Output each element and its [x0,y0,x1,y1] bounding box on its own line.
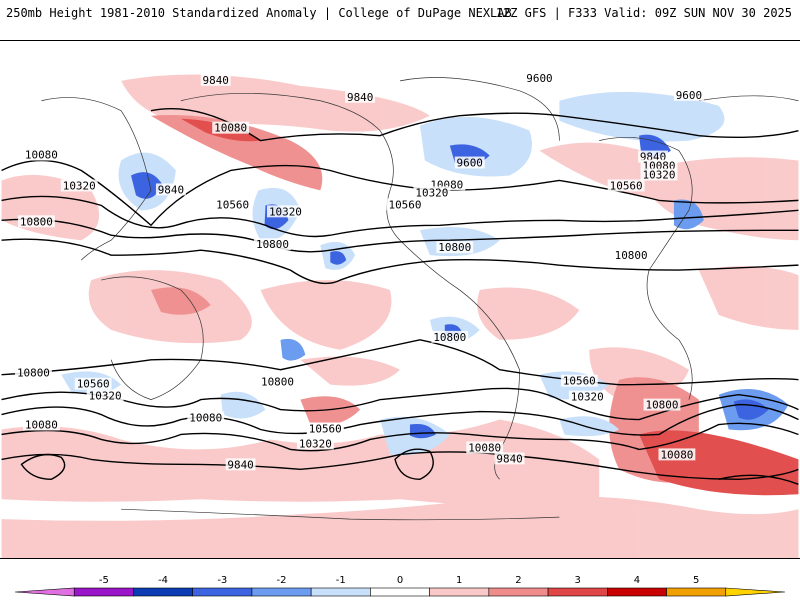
contour-label: 10320 [299,437,332,450]
colorbar-swatch [14,587,75,597]
colorbar-swatch [251,587,312,597]
contour-label: 10320 [415,186,448,199]
model-run-info: 12Z GFS | F333 Valid: 09Z SUN NOV 30 202… [495,6,792,20]
contour-label: 10320 [571,391,604,404]
contour-label: 10800 [433,331,466,344]
contour-label: 10560 [216,198,249,211]
colorbar-swatch [192,587,253,597]
colorbar-tick-label: 3 [575,575,581,586]
map-title: 250mb Height 1981-2010 Standardized Anom… [6,6,512,20]
contour-label: 10080 [25,419,58,432]
contour-label: 10800 [20,215,53,228]
contour-label: 10560 [309,422,342,435]
colorbar-swatch [73,587,134,597]
colorbar-tick-label: -4 [158,575,168,586]
contour-label: 9840 [496,452,522,465]
contour-label: 10320 [643,168,676,181]
colorbar-tick-label: 4 [634,575,640,586]
colorbar-tick-label: 1 [456,575,462,586]
contour-label: 10800 [615,249,648,262]
colorbar-legend: -5 -4 -3 -2 -1 0 1 2 3 4 5 [14,575,786,597]
colorbar-tick-label: 2 [515,575,521,586]
contour-label: 10320 [269,205,302,218]
colorbar-swatch [310,587,371,597]
colorbar-tick-label: 5 [693,575,699,586]
contour-label: 10560 [77,378,110,391]
colorbar-tick-label: -2 [277,575,287,586]
contour-label: 9840 [203,74,229,87]
coastlines [41,77,799,521]
contour-label: 10800 [646,399,679,412]
contour-label: 10800 [17,367,50,380]
contour-label: 10800 [261,376,294,389]
contour-label: 9600 [457,157,483,170]
colorbar-tick-label: -1 [336,575,346,586]
colorbar-tick-label: -3 [217,575,227,586]
contour-label: 10320 [89,390,122,403]
contour-label: 10560 [563,375,596,388]
contour-label: 10560 [389,198,422,211]
colorbar-tick-label: 0 [397,575,403,586]
colorbar-swatch [725,587,786,597]
colorbar-tick-label: -5 [99,575,109,586]
colorbar-swatch [370,587,430,597]
colorbar-swatch [607,587,667,597]
colorbar-swatch [666,587,727,597]
contour-label: 10080 [660,448,693,461]
contour-label: 9840 [158,183,184,196]
contour-label: 10080 [25,149,58,162]
contour-label: 10080 [189,412,222,425]
colorbar-swatch [429,587,490,597]
height-contours [1,108,799,485]
colorbar-swatch [133,587,193,597]
contour-label: 9600 [676,89,702,102]
contour-label: 10080 [214,122,247,135]
contour-label: 9840 [227,458,253,471]
contour-label: 9840 [347,91,373,104]
colorbar-swatch [547,587,608,597]
colorbar-swatch [488,587,549,597]
contour-label: 10800 [256,238,289,251]
contour-label: 10080 [468,441,501,454]
contour-label: 10800 [438,241,471,254]
contour-label: 10320 [63,179,96,192]
contour-label: 9600 [526,72,552,85]
contour-label: 10560 [610,179,643,192]
